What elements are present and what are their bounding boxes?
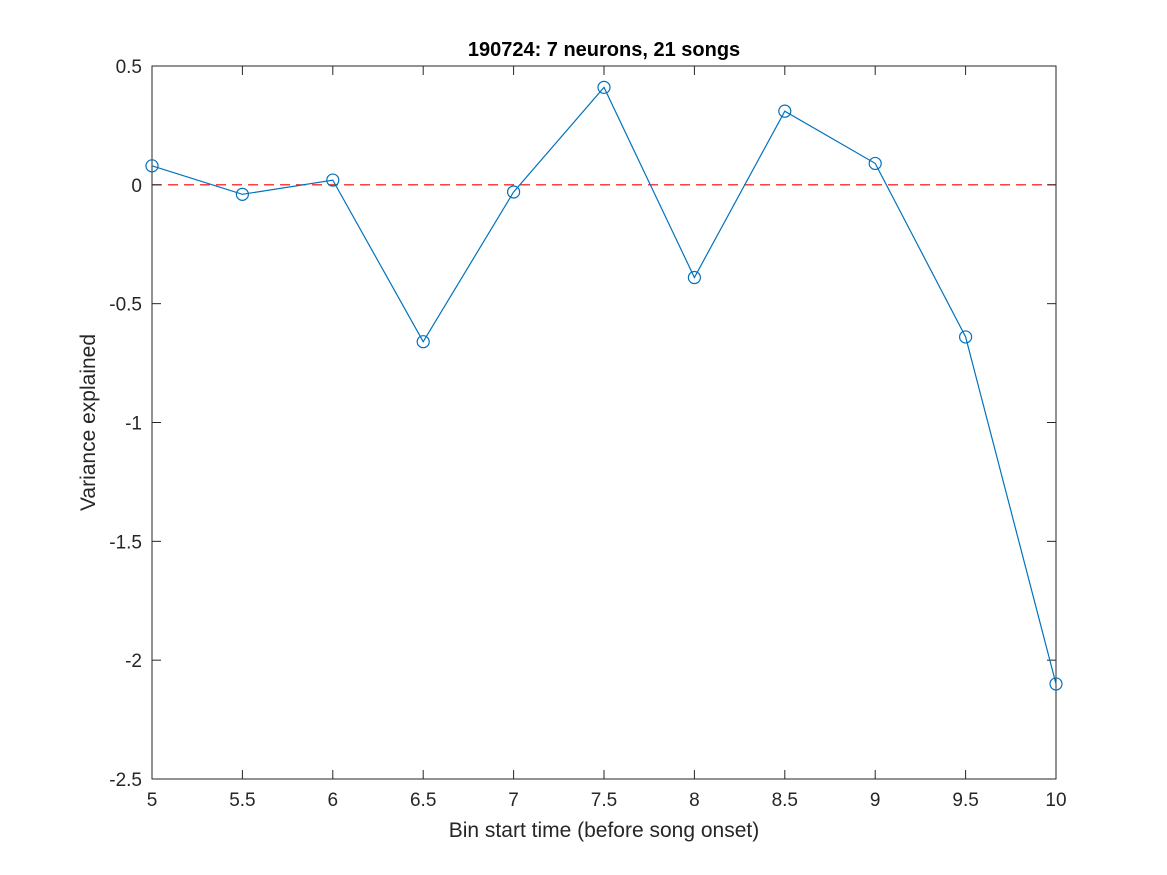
- data-point: [778, 104, 792, 118]
- data-point: [416, 335, 430, 349]
- chart-title: 190724: 7 neurons, 21 songs: [468, 39, 740, 61]
- data-point: [1049, 677, 1063, 691]
- x-tick-label: 6: [328, 790, 339, 811]
- x-tick-label: 5: [147, 790, 158, 811]
- x-axis-label: Bin start time (before song onset): [449, 819, 759, 842]
- y-tick-label: -1.5: [109, 532, 142, 553]
- y-tick-label: -2.5: [109, 770, 142, 791]
- axes-box: [151, 65, 1057, 780]
- data-point: [506, 185, 521, 199]
- data-point: [326, 173, 340, 187]
- x-tick-label: 6.5: [410, 790, 436, 811]
- x-tick-label: 7.5: [591, 790, 617, 811]
- x-tick-label: 7: [508, 790, 519, 811]
- x-tick-label: 9.5: [952, 790, 978, 811]
- data-point: [235, 187, 249, 201]
- y-axis-label: Variance explained: [77, 334, 100, 511]
- x-tick-label: 8.5: [772, 790, 798, 811]
- plot-area: 5 5.5 6 6.5 7 7.5 8 8.5 9 9.5 10 0.5 0 -0.5 -1 -1.5 -2 -2…: [109, 57, 1066, 811]
- series-line: [151, 86, 1057, 685]
- y-tick-label: -0.5: [109, 295, 142, 316]
- data-point: [958, 330, 973, 344]
- data-point: [687, 270, 702, 285]
- y-tick-label: 0: [131, 176, 142, 197]
- y-tick-label: -1: [125, 414, 142, 435]
- x-tick-label: 8: [689, 790, 700, 811]
- y-tick-label: 0.5: [116, 57, 142, 78]
- data-point: [868, 156, 882, 171]
- x-tick-label: 9: [870, 790, 881, 811]
- data-point: [145, 159, 159, 173]
- x-tick-label: 5.5: [229, 790, 255, 811]
- y-tick-label: -2: [125, 651, 142, 672]
- x-tick-label: 10: [1045, 790, 1066, 811]
- data-point: [597, 80, 611, 94]
